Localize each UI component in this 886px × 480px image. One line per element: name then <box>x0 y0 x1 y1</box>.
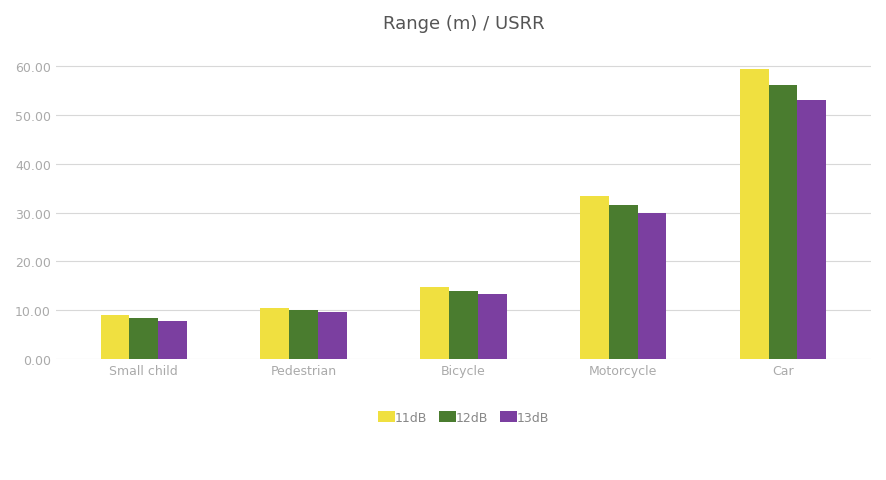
Bar <box>449 291 478 359</box>
Bar <box>638 214 666 359</box>
Bar <box>289 311 318 359</box>
Bar <box>260 308 289 359</box>
Bar <box>101 316 129 359</box>
Bar <box>609 206 638 359</box>
Legend: 11dB, 12dB, 13dB: 11dB, 12dB, 13dB <box>373 407 554 429</box>
Bar <box>797 101 827 359</box>
Bar <box>478 295 507 359</box>
Bar <box>580 196 609 359</box>
Bar <box>129 319 159 359</box>
Title: Range (m) / USRR: Range (m) / USRR <box>383 15 544 33</box>
Bar <box>159 321 187 359</box>
Bar <box>769 86 797 359</box>
Bar <box>318 313 346 359</box>
Bar <box>420 287 449 359</box>
Bar <box>740 70 769 359</box>
